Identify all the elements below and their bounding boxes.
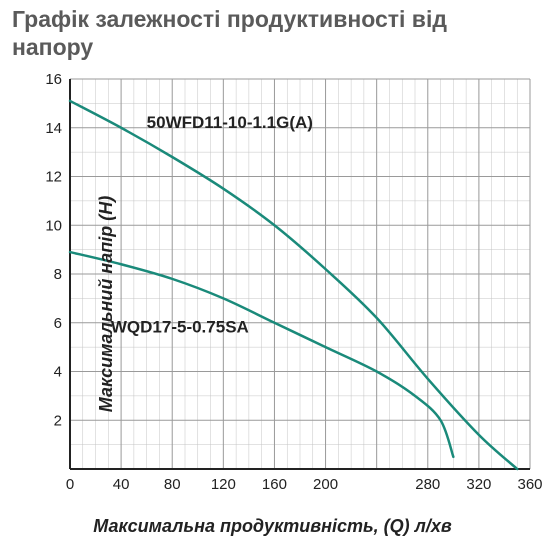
svg-text:280: 280 <box>415 476 440 493</box>
svg-text:0: 0 <box>66 476 74 493</box>
svg-text:160: 160 <box>262 476 287 493</box>
svg-text:8: 8 <box>54 266 62 283</box>
svg-text:360: 360 <box>517 476 542 493</box>
svg-text:80: 80 <box>164 476 181 493</box>
svg-text:WQD17-5-0.75SA: WQD17-5-0.75SA <box>111 318 249 337</box>
y-axis-label: Максимальний напір (Н) <box>96 196 117 413</box>
svg-text:6: 6 <box>54 315 62 332</box>
svg-text:40: 40 <box>113 476 130 493</box>
svg-text:320: 320 <box>466 476 491 493</box>
svg-text:2: 2 <box>54 412 62 429</box>
svg-text:14: 14 <box>45 120 62 137</box>
svg-text:10: 10 <box>45 217 62 234</box>
pump-curve-chart: 2468101214160408012016020028032036050WFD… <box>0 69 545 509</box>
svg-text:12: 12 <box>45 169 62 186</box>
svg-text:4: 4 <box>54 364 62 381</box>
svg-text:50WFD11-10-1.1G(A): 50WFD11-10-1.1G(A) <box>147 113 313 132</box>
svg-text:16: 16 <box>45 71 62 88</box>
svg-text:200: 200 <box>313 476 338 493</box>
chart-title: Графік залежності продуктивності від нап… <box>0 0 545 69</box>
x-axis-label: Максимальна продуктивність, (Q) л/хв <box>0 516 545 537</box>
chart-container: Максимальний напір (Н) 24681012141604080… <box>0 69 545 539</box>
svg-text:120: 120 <box>211 476 236 493</box>
